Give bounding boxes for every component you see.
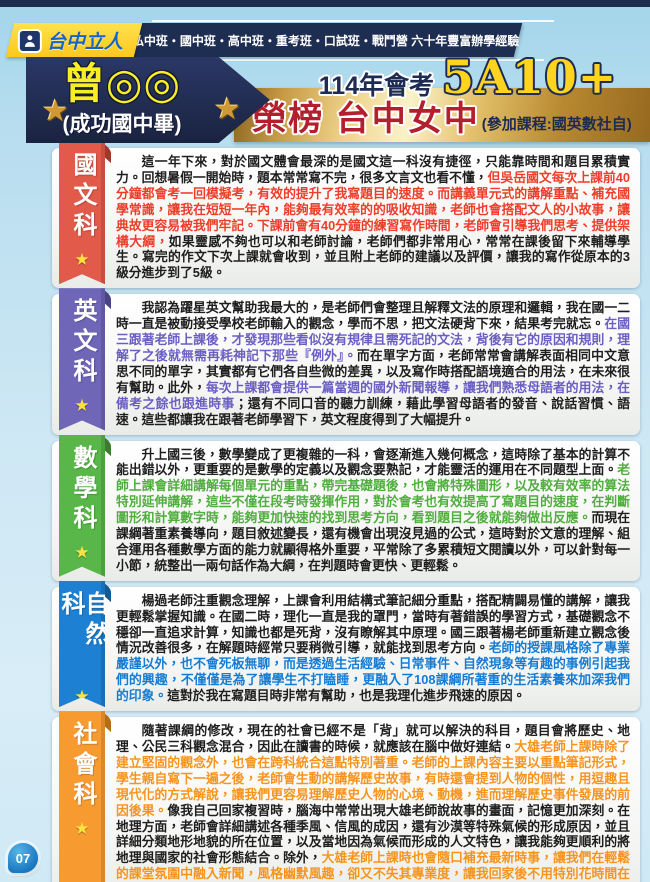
subject-ribbon-chinese: 國文科 ★ — [59, 142, 105, 284]
subject-label: 英文科 — [69, 298, 96, 389]
highlighted-text: 在國三跟著老師上課後，才發現那些看似沒有規律且需死記的文法，背後有它的原因和規則… — [116, 316, 631, 363]
plain-text: 這對於我在寫題目時非常有幫助，也是我理化進步飛速的原因。 — [167, 688, 526, 704]
plain-text: 如果靈感不夠也可以和老師討論，老師們都非常用心，常常在課後留下來輔導學生。寫完的… — [116, 233, 631, 281]
page-number: 07 — [15, 850, 31, 866]
plain-text: 而在單字方面，老師常常會講解表面相同中文意思不同的單字，其實都有它們各自些微的差… — [116, 347, 630, 395]
section-social: 社會科 ★ 隨著課綱的修改，現在的社會已經不是「背」就可以解決的科目，題目會將歷史、… — [52, 711, 640, 882]
page-number-badge: 07 — [8, 843, 38, 873]
star-icon: ★ — [214, 93, 241, 126]
subject-ribbon-english: 英文科 ★ — [59, 288, 105, 430]
star-icon: ★ — [74, 542, 90, 562]
star-icon: ★ — [74, 687, 90, 707]
subject-label: 自然科 — [57, 590, 108, 651]
testimonial-text: 這一年下來，對於國文體會最深的是國文這一科沒有捷徑，只能靠時間和題目累積實力。回… — [116, 154, 630, 281]
brand-logo: 台中立人 — [5, 23, 143, 57]
brand-name: 台中立人 — [47, 31, 124, 53]
subject-label: 國文科 — [69, 152, 96, 242]
star-icon: ★ — [74, 819, 90, 839]
decor-line-bottom — [142, 59, 544, 61]
section-math: 數學科 ★ 升上國三後，數學變成了更複雜的一科，會逐漸進入幾何概念，這時除了基本的計… — [52, 434, 640, 581]
subject-sections: 國文科 ★ 這一年下來，對於國文體會最深的是國文這一科沒有捷徑，只能靠時間和題目累積… — [52, 142, 640, 882]
header-tagline: 私中班・國中班・高中班・重考班・口試班・戰鬥營 六十年豐富辦學經驗 — [132, 33, 520, 48]
person-logo-icon — [18, 28, 42, 52]
plain-text: 升上國三後，數學變成了更複雜的一科，會逐漸進入幾何概念，這時除了基本的計算不能出… — [116, 446, 630, 478]
subject-label: 社會科 — [69, 721, 96, 812]
subject-label: 數學科 — [69, 444, 96, 535]
star-icon: ★ — [74, 396, 90, 416]
highlighted-text: 但吳岳國文每次上課前40分鐘都會考一回模擬考，有效的提升了我寫題目的速度。而講義… — [116, 169, 631, 249]
highlighted-text: 老師的授課風格除了專業嚴謹以外，也不會死板無聊，而是透過生活經驗、日常事件、自然… — [116, 640, 631, 704]
subject-ribbon-social: 社會科 ★ — [59, 711, 105, 882]
student-origin-school: (成功國中畢) — [62, 112, 182, 136]
plain-text: 這一年下來，對於國文體會最深的是國文這一科沒有捷徑，只能靠時間和題目累積實力。回… — [116, 154, 630, 185]
plain-text: ；還有不同口音的聽力訓練，藉此學習母語者的發音、說話習慣、語速。這些都讓我在跟著… — [116, 395, 631, 427]
exam-score-line: 114年會考 5A10+ — [292, 54, 644, 102]
admission-result: 榮榜 台中女中 — [252, 99, 480, 138]
section-science: 自然科 ★ 楊過老師注重觀念理解，上課會利用結構式筆記細分重點，搭配精闢易懂的講解，… — [52, 580, 640, 712]
exam-score: 5A10+ — [442, 50, 618, 104]
student-name: 曾◎◎ — [62, 59, 182, 107]
star-icon: ★ — [74, 250, 90, 269]
exam-year-label: 114年會考 — [318, 72, 435, 100]
brand-logo-inner: 台中立人 — [18, 27, 123, 54]
testimonial-text: 升上國三後，數學變成了更複雜的一科，會逐漸進入幾何概念，這時除了基本的計算不能出… — [116, 447, 630, 574]
plain-text: 楊過老師注重觀念理解，上課會利用結構式筆記細分重點，搭配精闢易懂的講解，讓我更輕… — [116, 592, 630, 656]
section-chinese: 國文科 ★ 這一年下來，對於國文體會最深的是國文這一科沒有捷徑，只能靠時間和題目累積… — [52, 142, 640, 289]
section-english: 英文科 ★ 我認為躍星英文幫助我最大的，是老師們會整理且解釋文法的原理和邏輯，我在國… — [52, 288, 640, 435]
star-icon: ★ — [42, 95, 69, 128]
decor-line-top — [152, 20, 554, 22]
plain-text: 像我自己回家複習時，腦海中常常出現大雄老師說故事的畫面，記憶更加深刻。在地理方面… — [116, 802, 631, 866]
top-navy-bar — [0, 0, 650, 7]
plain-text: 我認為躍星英文幫助我最大的，是老師們會整理且解釋文法的原理和邏輯，我在國一二時一… — [116, 300, 630, 332]
testimonial-text: 楊過老師注重觀念理解，上課會利用結構式筆記細分重點，搭配精闢易懂的講解，讓我更輕… — [116, 593, 630, 704]
highlighted-text: 大雄老師上課時也會隨口補充最新時事，讓我們在輕鬆的課堂氛圍中融入新聞，風格幽默風… — [116, 850, 631, 882]
plain-text: 而現在課綱著重素養導向，題目敘述變長，還有機會出現沒見過的公式，這時對於文意的理… — [116, 510, 631, 573]
plain-text: 隨著課綱的修改，現在的社會已經不是「背」就可以解決的科目，題目會將歷史、地理、公… — [116, 723, 630, 754]
courses-note: (參加課程:國英數社自) — [481, 115, 632, 133]
student-name-flag: ★ ★ 曾◎◎ (成功國中畢) — [26, 57, 270, 143]
subject-ribbon-science: 自然科 ★ — [59, 581, 105, 707]
testimonial-text: 我認為躍星英文幫助我最大的，是老師們會整理且解釋文法的原理和邏輯，我在國一二時一… — [116, 300, 630, 427]
highlighted-text: 大雄老師上課時除了建立堅固的觀念外，也會在跨科統合這點特別著重。老師的上課內容主… — [116, 739, 631, 818]
highlighted-text: 每次上課都會提供一篇當週的國外新聞報導，讓我們熟悉母語者的用法，在備考之餘也跟進… — [116, 379, 631, 411]
testimonial-text: 隨著課綱的修改，現在的社會已經不是「背」就可以解決的科目，題目會將歷史、地理、公… — [116, 723, 630, 882]
highlighted-text: 老師上課會詳細講解每個單元的重點，帶完基礎題後，也會將特殊圖形，以及較有效率的算… — [116, 462, 630, 526]
admission-gold-ribbon: 榮榜 台中女中 (參加課程:國英數社自) — [234, 88, 650, 142]
subject-ribbon-math: 數學科 ★ — [59, 435, 105, 577]
